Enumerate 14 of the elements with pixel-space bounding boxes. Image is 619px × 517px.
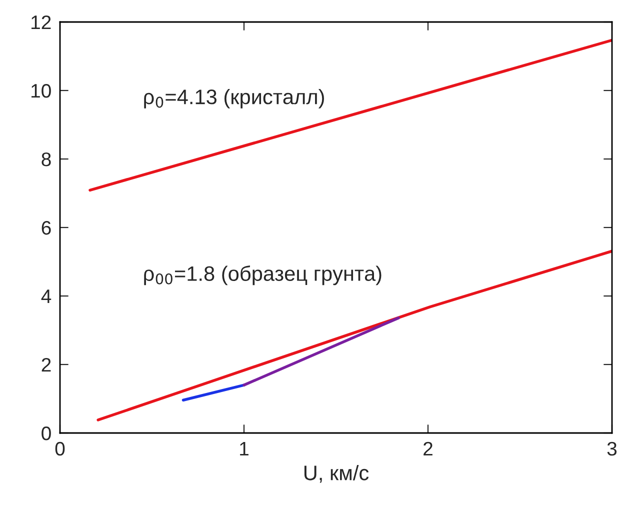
annotation: ρ$_{00}$=1.8 (образец грунта)	[144, 266, 382, 286]
x-axis-title: U, км/с	[304, 465, 369, 483]
annotation: ρ$_{0}$=4.13 (кристалл)	[144, 88, 324, 108]
y-tick-label: 0	[42, 426, 51, 440]
y-tick-label: 6	[42, 220, 51, 235]
y-tick-label: 12	[32, 15, 51, 30]
y-tick-label: 4	[41, 290, 52, 304]
y-tick-label: 8	[42, 152, 51, 166]
y-tick-label: 2	[42, 358, 51, 372]
x-tick-label: 0	[55, 442, 65, 456]
x-tick-label: 3	[607, 442, 617, 456]
x-tick-label: 2	[424, 442, 432, 456]
y-tick-label: 10	[32, 84, 51, 98]
x-tick-label: 1	[240, 442, 248, 456]
